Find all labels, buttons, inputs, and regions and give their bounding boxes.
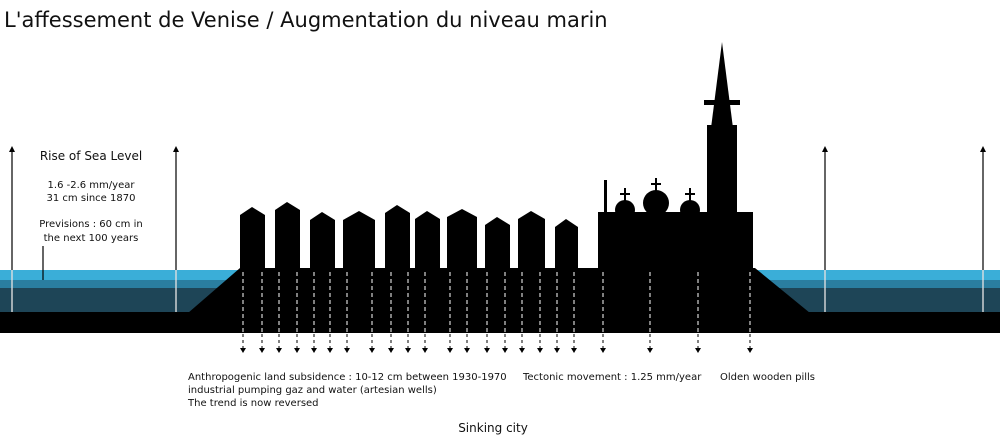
sea-level-text: 1.6 -2.6 mm/year [48, 180, 136, 191]
arrow-head [447, 348, 453, 353]
arrow-head [240, 348, 246, 353]
annotation: The trend is now reversed [187, 398, 319, 409]
annotation: Anthropogenic land subsidence : 10-12 cm… [188, 372, 507, 383]
arrow-head [537, 348, 543, 353]
arrow-head [311, 348, 317, 353]
annotation: industrial pumping gaz and water (artesi… [188, 385, 437, 396]
arrow-head [554, 348, 560, 353]
arrow-head [484, 348, 490, 353]
annotation: Tectonic movement : 1.25 mm/year [522, 372, 702, 383]
sea-level-arrows-in-water [11, 270, 984, 312]
arrow-head [388, 348, 394, 353]
arrow-head [502, 348, 508, 353]
church [598, 42, 753, 272]
arrow-head [259, 348, 265, 353]
houses [240, 202, 578, 270]
sea-level-text: 31 cm since 1870 [47, 193, 136, 204]
city-base [188, 268, 810, 313]
arrow-head [747, 348, 753, 353]
arrow-head [422, 348, 428, 353]
arrow-head [695, 348, 701, 353]
arrow-head [464, 348, 470, 353]
caption: Sinking city [458, 421, 528, 435]
sea-level-title: Rise of Sea Level [40, 149, 142, 163]
arrow-head [571, 348, 577, 353]
arrow-head [294, 348, 300, 353]
arrow-head [405, 348, 411, 353]
arrow-head [276, 348, 282, 353]
sea-level-text: the next 100 years [44, 233, 139, 244]
arrow-head [369, 348, 375, 353]
arrow-head [327, 348, 333, 353]
arrow-head [519, 348, 525, 353]
arrow-head [647, 348, 653, 353]
arrow-heads [9, 146, 986, 152]
arrow-head [344, 348, 350, 353]
arrow-head [600, 348, 606, 353]
subsidence-arrows [240, 272, 753, 353]
ground [0, 312, 1000, 333]
sea-level-text: Previsions : 60 cm in [39, 219, 142, 230]
annotation: Olden wooden pills [720, 372, 815, 383]
title: L'affessement de Venise / Augmentation d… [4, 8, 608, 32]
